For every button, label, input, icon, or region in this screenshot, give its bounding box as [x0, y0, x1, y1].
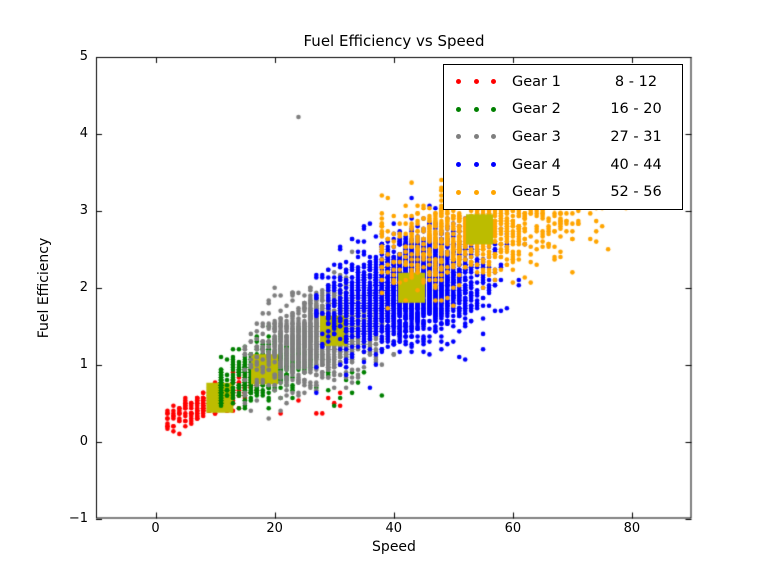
legend-marker-dot [473, 162, 479, 168]
y-tick-label: 4 [79, 125, 88, 141]
legend-series-range: 52 - 56 [610, 184, 662, 201]
x-tick-label: 0 [151, 521, 160, 536]
legend-marker-dot [473, 189, 479, 195]
legend-scatter-marker [452, 162, 498, 168]
legend-marker-dot [491, 189, 496, 195]
legend-row: Gear 2 16 - 20 [452, 96, 682, 122]
legend-scatter-marker [452, 134, 498, 140]
y-tick-label: 5 [79, 49, 88, 64]
y-tick-label: 1 [79, 356, 88, 372]
x-tick-label: 40 [385, 521, 403, 536]
legend-series-range: 27 - 31 [610, 128, 662, 145]
legend-scatter-marker [452, 189, 498, 195]
legend-marker-dot [473, 79, 479, 85]
y-tick-label: 0 [79, 433, 88, 449]
x-tick-label: 60 [504, 521, 522, 536]
legend-scatter-marker [452, 79, 498, 85]
legend-marker-dot [491, 162, 496, 168]
legend-series-range: 8 - 12 [614, 73, 658, 90]
legend-row: Gear 3 27 - 31 [452, 124, 682, 150]
legend-row: Gear 5 52 - 56 [452, 179, 682, 205]
chart-title: Fuel Efficiency vs Speed [303, 32, 485, 50]
legend-series-label: Gear 1 [512, 73, 561, 90]
legend-series-range: 40 - 44 [610, 156, 662, 173]
legend-series-label: Gear 5 [512, 184, 561, 201]
y-tick-label: 2 [79, 279, 88, 295]
legend-marker-dot [473, 106, 479, 112]
legend-marker-dot [456, 162, 461, 168]
y-tick-label: −1 [68, 510, 88, 526]
legend-marker-dot [456, 134, 461, 140]
y-tick-label: 3 [79, 202, 88, 218]
legend-series-label: Gear 3 [512, 128, 561, 145]
legend-marker-dot [491, 79, 496, 85]
legend-series-label: Gear 2 [512, 101, 561, 118]
legend-scatter-marker [452, 106, 498, 112]
x-tick-label: 80 [623, 521, 641, 536]
x-tick-label: 20 [266, 521, 283, 536]
legend-series-label: Gear 4 [512, 156, 561, 173]
legend-marker-dot [456, 79, 461, 85]
legend-marker-dot [473, 134, 479, 140]
legend-series-range: 16 - 20 [610, 101, 662, 118]
legend-marker-dot [456, 106, 461, 112]
legend-row: Gear 1 8 - 12 [452, 69, 682, 95]
legend-marker-dot [456, 189, 461, 195]
legend-marker-dot [491, 106, 496, 112]
legend-marker-dot [491, 134, 496, 140]
legend-row: Gear 4 40 - 44 [452, 152, 682, 178]
x-axis-label: Speed [372, 539, 416, 555]
